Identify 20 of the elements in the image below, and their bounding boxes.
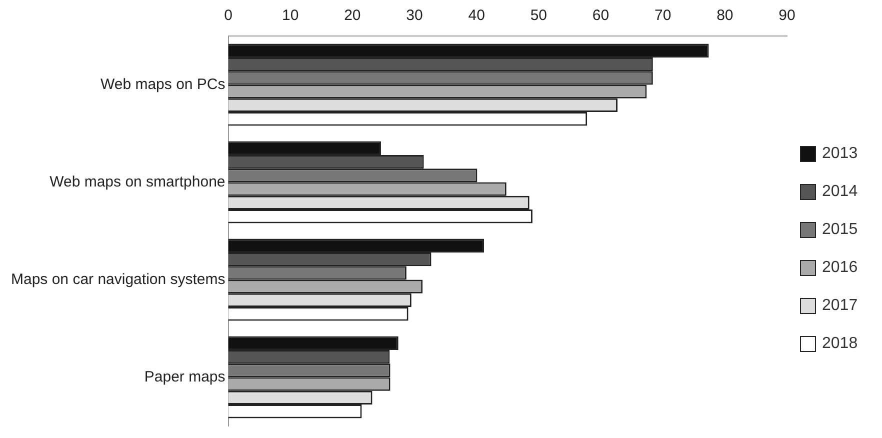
x-tick-label: 40 (468, 7, 485, 24)
x-tick-label: 70 (654, 7, 672, 24)
x-tick-label: 0 (224, 7, 232, 24)
legend-label: 2017 (822, 297, 858, 315)
x-tick-label: 80 (716, 7, 734, 24)
x-tick-label: 30 (406, 7, 423, 24)
x-tick-label: 60 (592, 7, 610, 24)
x-tick-label: 20 (344, 7, 361, 24)
y-tick-label: Web maps on PCs (100, 76, 226, 93)
x-tick-label: 10 (282, 7, 299, 24)
x-tick-label: 90 (778, 7, 796, 24)
legend-label: 2014 (822, 183, 858, 201)
legend-label: 2013 (822, 145, 858, 163)
x-tick-label: 50 (530, 7, 548, 24)
text: 2018 (822, 335, 858, 353)
y-tick-label: Web maps on smartphone (50, 173, 226, 190)
y-tick-label: Maps on car navigation systems (10, 270, 226, 288)
legend-label: 2015 (822, 221, 858, 239)
y-tick-label: Paper maps (144, 368, 226, 386)
legend-label: 2016 (822, 259, 858, 277)
